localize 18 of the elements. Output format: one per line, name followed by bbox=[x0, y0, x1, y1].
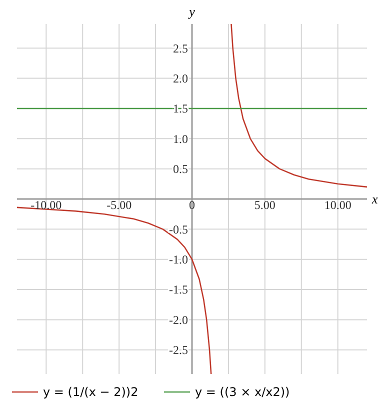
y-tick-label: -1.0 bbox=[169, 252, 188, 267]
y-tick-label: -1.5 bbox=[169, 282, 188, 297]
y-axis-title: y bbox=[187, 4, 196, 19]
legend-label: y = ((3 × x/x2)) bbox=[195, 385, 290, 400]
y-tick-label: 0.5 bbox=[173, 162, 188, 176]
x-axis-title: x bbox=[371, 192, 378, 207]
y-tick-label: -0.5 bbox=[169, 222, 188, 236]
y-tick-label: -2.0 bbox=[169, 312, 188, 327]
x-tick-label: 5.00 bbox=[254, 198, 276, 212]
x-tick-label: -10.00 bbox=[30, 198, 62, 212]
legend-label: y = (1/(x − 2))2 bbox=[43, 385, 138, 400]
y-tick-label: 2.0 bbox=[173, 72, 188, 86]
x-tick-label: 10.00 bbox=[324, 198, 352, 212]
y-tick-label: 1.0 bbox=[173, 132, 188, 146]
y-tick-label: -2.5 bbox=[169, 343, 188, 358]
x-tick-label: 0 bbox=[189, 198, 195, 212]
y-tick-label: 2.5 bbox=[173, 41, 188, 56]
x-tick-label: -5.00 bbox=[106, 198, 132, 212]
